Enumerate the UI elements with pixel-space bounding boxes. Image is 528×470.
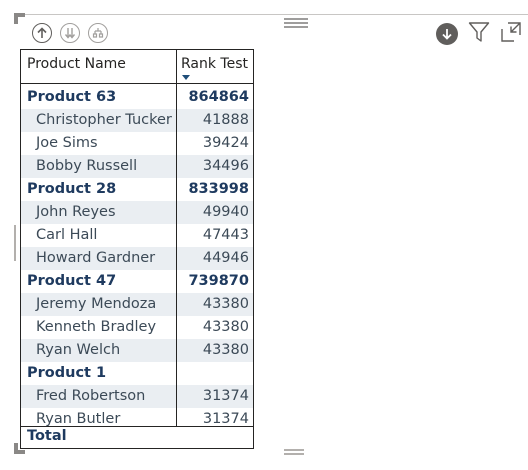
resize-handle-bottom[interactable]	[284, 449, 304, 455]
rank-value-cell: 43380	[202, 296, 249, 312]
table-row[interactable]: Howard Gardner 44946	[21, 247, 253, 270]
table-row[interactable]: Kenneth Bradley 43380	[21, 316, 253, 339]
customer-name-cell: John Reyes	[36, 204, 116, 220]
rank-value-cell: 31374	[202, 411, 249, 427]
resize-handle-bottom-left[interactable]	[14, 443, 25, 454]
group-row[interactable]: Product 63 864864	[21, 86, 253, 109]
product-name-cell: Product 63	[27, 89, 117, 105]
table-visual[interactable]: Product Name Rank Test Product 63 864864 C…	[14, 13, 528, 455]
table-row[interactable]: Carl Hall 47443	[21, 224, 253, 247]
group-row[interactable]: Product 1	[21, 362, 253, 385]
table-row[interactable]: John Reyes 49940	[21, 201, 253, 224]
rank-value-cell: 41888	[202, 112, 249, 128]
table-row[interactable]: Bobby Russell 34496	[21, 155, 253, 178]
expand-all-down-icon[interactable]	[88, 23, 108, 43]
rank-value-cell: 864864	[188, 89, 249, 105]
table-row[interactable]: Joe Sims 39424	[21, 132, 253, 155]
product-name-cell: Product 28	[27, 181, 117, 197]
focus-mode-icon[interactable]	[500, 21, 522, 47]
group-row[interactable]: Product 28 833998	[21, 178, 253, 201]
column-header-rank-test[interactable]: Rank Test	[181, 56, 248, 72]
product-name-cell: Product 1	[27, 365, 107, 381]
table-row[interactable]: Ryan Welch 43380	[21, 339, 253, 362]
table-row[interactable]: Fred Robertson 31374	[21, 385, 253, 408]
rank-value-cell: 39424	[202, 135, 249, 151]
customer-name-cell: Jeremy Mendoza	[36, 296, 157, 312]
customer-name-cell: Bobby Russell	[36, 158, 138, 174]
total-label: Total	[27, 428, 67, 444]
customer-name-cell: Ryan Butler	[36, 411, 121, 427]
drill-up-icon[interactable]	[32, 23, 52, 43]
matrix-table: Product Name Rank Test Product 63 864864 C…	[20, 49, 254, 449]
customer-name-cell: Joe Sims	[36, 135, 98, 151]
table-body: Product 63 864864 Christopher Tucker 41888 J…	[21, 86, 253, 431]
filter-icon[interactable]	[468, 21, 490, 47]
rank-value-cell: 47443	[202, 227, 249, 243]
rank-value-cell: 49940	[202, 204, 249, 220]
table-row[interactable]: Ryan Butler 31374	[21, 408, 253, 431]
rank-value-cell: 833998	[188, 181, 249, 197]
table-row[interactable]: Jeremy Mendoza 43380	[21, 293, 253, 316]
rank-value-cell: 31374	[202, 388, 249, 404]
rank-value-cell: 43380	[202, 319, 249, 335]
total-row: Total	[21, 426, 253, 448]
column-header-product-name[interactable]: Product Name	[27, 56, 126, 72]
customer-name-cell: Ryan Welch	[36, 342, 121, 358]
group-row[interactable]: Product 47 739870	[21, 270, 253, 293]
sort-descending-icon[interactable]	[182, 75, 190, 80]
table-header: Product Name Rank Test	[21, 50, 253, 84]
customer-name-cell: Howard Gardner	[36, 250, 156, 266]
customer-name-cell: Fred Robertson	[36, 388, 146, 404]
drag-grip-top[interactable]	[284, 16, 308, 28]
rank-value-cell: 43380	[202, 342, 249, 358]
rank-value-cell: 34496	[202, 158, 249, 174]
customer-name-cell: Christopher Tucker	[36, 112, 172, 128]
go-to-next-level-icon[interactable]	[60, 23, 80, 43]
rank-value-cell: 739870	[188, 273, 249, 289]
resize-handle-left[interactable]	[14, 225, 19, 261]
table-row[interactable]: Christopher Tucker 41888	[21, 109, 253, 132]
column-divider[interactable]	[176, 50, 177, 448]
customer-name-cell: Kenneth Bradley	[36, 319, 157, 335]
customer-name-cell: Carl Hall	[36, 227, 98, 243]
drill-mode-icon[interactable]	[436, 23, 458, 45]
product-name-cell: Product 47	[27, 273, 117, 289]
rank-value-cell: 44946	[202, 250, 249, 266]
resize-handle-top-left[interactable]	[14, 13, 25, 24]
